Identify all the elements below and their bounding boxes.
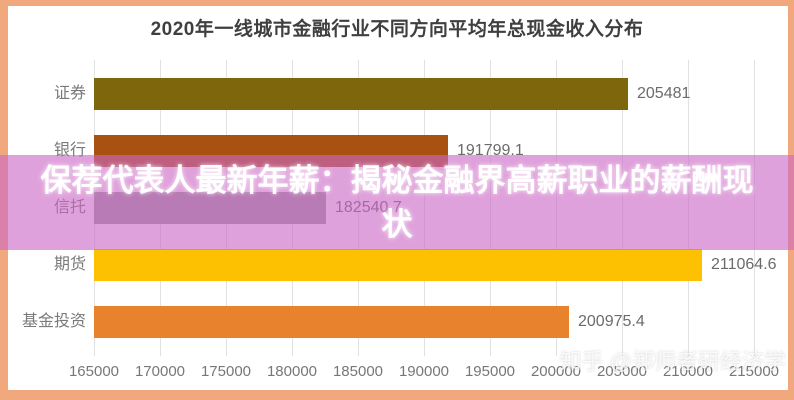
x-tick-label: 185000 [332,363,384,380]
watermark-zhihu: 知乎 @郑师者研经济学 [559,349,786,374]
value-label: 211064.6 [711,256,777,273]
category-label: 证券 [53,85,86,102]
chart-title: 2020年一线城市金融行业不同方向平均年总现金收入分布 [150,19,644,40]
headline-text: 保荐代表人最新年薪：揭秘金融界高薪职业的薪酬现 状 [0,159,794,247]
headline-overlay-banner: 保荐代表人最新年薪：揭秘金融界高薪职业的薪酬现 状 [0,155,794,250]
x-tick-label: 215000 [728,363,780,380]
chart-bar [94,78,628,110]
chart-bar [94,249,702,281]
x-tick-label: 195000 [464,363,516,380]
x-tick-label: 200000 [530,363,582,380]
x-tick-label: 210000 [662,363,714,380]
x-tick-label: 205000 [596,363,648,380]
x-tick-label: 175000 [200,363,252,380]
chart-bar [94,306,569,338]
category-label: 银行 [53,142,86,159]
headline-line2: 状 [381,206,413,242]
value-label: 205481 [637,85,691,102]
value-label: 200975.4 [578,313,645,330]
category-label: 期货 [53,256,86,273]
x-tick-label: 190000 [398,363,450,380]
category-label: 基金投资 [21,313,86,330]
headline-line1: 保荐代表人最新年薪：揭秘金融界高薪职业的薪酬现 [40,162,754,198]
x-tick-label: 170000 [134,363,186,380]
x-tick-label: 180000 [266,363,318,380]
x-tick-label: 165000 [68,363,120,380]
value-label: 191799.1 [457,142,524,159]
